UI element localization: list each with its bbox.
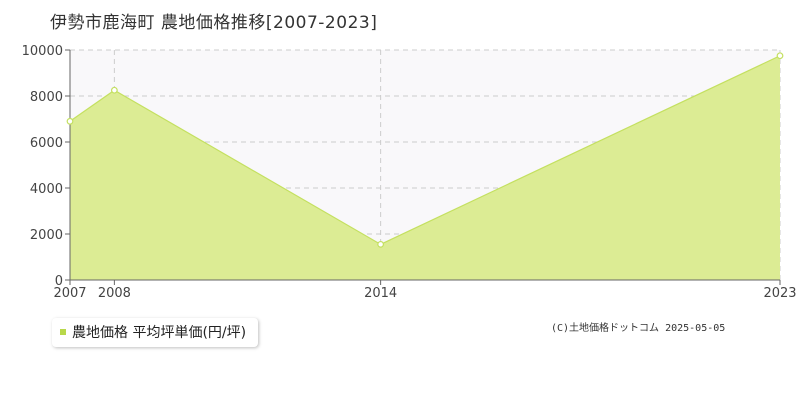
series-line xyxy=(69,55,781,246)
data-point xyxy=(66,117,74,125)
y-tick-label: 6000 xyxy=(30,136,63,151)
legend: 農地価格 平均坪単価(円/坪) xyxy=(52,318,259,347)
y-tick-label: 4000 xyxy=(30,182,63,197)
y-tick-label: 2000 xyxy=(30,228,63,243)
y-tick-label: 8000 xyxy=(30,90,63,105)
data-point xyxy=(110,86,118,94)
x-tick-label: 2023 xyxy=(763,286,796,301)
x-tick-label: 2014 xyxy=(364,286,397,301)
series-area xyxy=(70,55,780,280)
x-tick-label: 2008 xyxy=(98,286,131,301)
data-point xyxy=(377,240,385,248)
data-point xyxy=(776,52,784,60)
x-tick-label: 2007 xyxy=(53,286,86,301)
legend-marker xyxy=(60,329,66,335)
copyright: (C)土地価格ドットコム 2025-05-05 xyxy=(551,323,726,334)
legend-label: 農地価格 平均坪単価(円/坪) xyxy=(72,325,247,341)
chart-title: 伊勢市鹿海町 農地価格推移[2007-2023] xyxy=(50,13,378,33)
y-tick-label: 0 xyxy=(55,274,63,289)
y-tick-label: 10000 xyxy=(22,44,63,59)
